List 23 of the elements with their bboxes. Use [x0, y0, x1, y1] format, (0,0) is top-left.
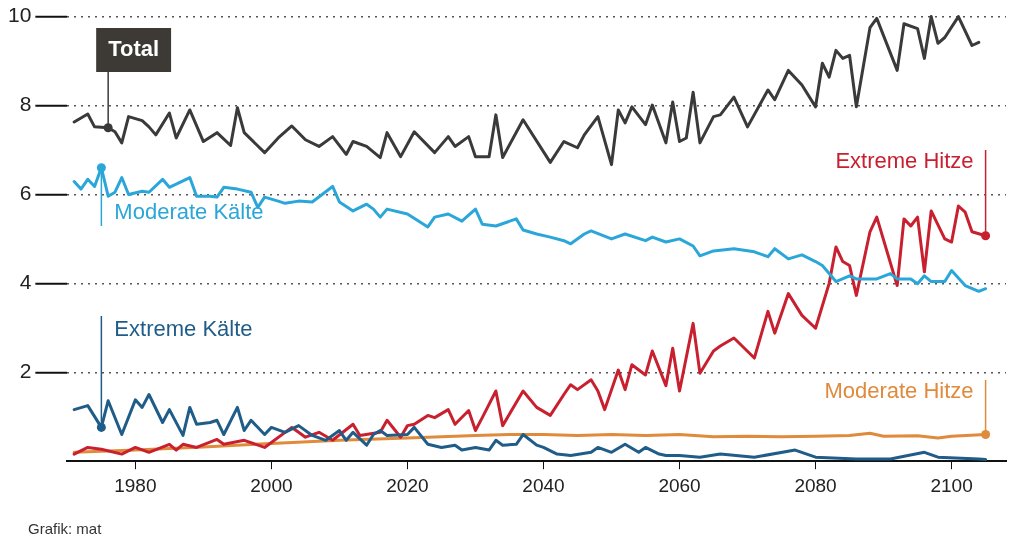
y-tick-label: 4 — [19, 270, 32, 294]
y-tick-label: 2 — [19, 359, 32, 383]
point — [96, 422, 106, 432]
text: Grafik: mat — [28, 520, 103, 537]
x-tick-label: 1980 — [114, 474, 157, 496]
point — [103, 123, 113, 133]
series-label: Extreme Hitze — [835, 148, 974, 174]
series-label: Moderate Kälte — [114, 199, 264, 225]
text: Extreme Kälte — [114, 316, 253, 342]
series-label: Moderate Hitze — [824, 378, 974, 404]
y-tick-label: 6 — [19, 181, 32, 205]
x-tick-label: 2060 — [658, 474, 701, 496]
x-tick-label: 2080 — [794, 474, 837, 496]
x-tick-label: 2020 — [386, 474, 429, 496]
point — [981, 231, 991, 241]
x-tick-label: 2040 — [522, 474, 565, 496]
y-tick-label: 8 — [19, 92, 32, 116]
x-tick-label: 2000 — [250, 474, 293, 496]
point — [981, 430, 991, 440]
point — [96, 163, 106, 173]
y-tick-label: 10 — [8, 3, 32, 27]
x-tick-label: 2100 — [930, 474, 973, 496]
text: Total — [108, 36, 160, 62]
